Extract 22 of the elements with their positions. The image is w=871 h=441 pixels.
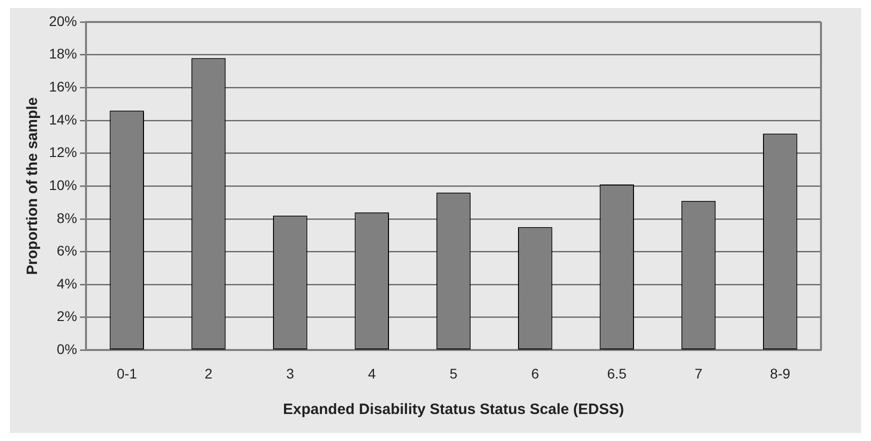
x-axis-title: Expanded Disability Status Status Scale (EDSS) <box>283 401 624 418</box>
y-tick-label: 4% <box>56 275 78 292</box>
x-tick-label: 6 <box>531 365 540 382</box>
x-tick-label: 5 <box>450 365 458 382</box>
y-tick-label: 0% <box>56 341 78 358</box>
y-tick-label: 10% <box>48 176 78 193</box>
y-axis-title: Proportion of the sample <box>24 97 42 275</box>
x-tick-label: 2 <box>204 365 213 382</box>
y-tick-label: 6% <box>56 242 78 259</box>
y-tick-label: 16% <box>48 78 78 94</box>
x-tick-label: 3 <box>286 365 294 382</box>
x-tick-label: 6.5 <box>607 365 627 382</box>
x-tick-label: 4 <box>368 365 376 382</box>
y-tick-label: 12% <box>48 144 78 160</box>
x-tick-label: 7 <box>694 365 703 382</box>
y-tick-label: 18% <box>48 46 78 62</box>
y-tick-label: 14% <box>48 111 78 128</box>
x-tick-label: 8-9 <box>770 365 790 382</box>
x-tick-label: 0-1 <box>116 365 138 382</box>
y-tick-label: 8% <box>56 210 78 226</box>
y-tick-label: 20% <box>48 12 78 29</box>
y-tick-label: 2% <box>56 308 78 324</box>
